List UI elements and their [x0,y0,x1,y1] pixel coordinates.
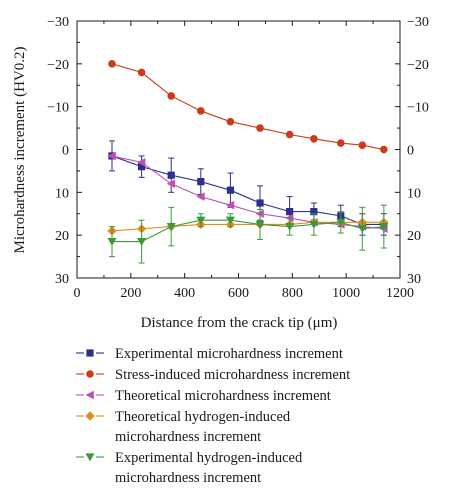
legend-label: Experimental hydrogen-induced [115,450,303,466]
y-tick-label-right: −20 [407,58,429,73]
y-tick-label-left: 10 [55,186,69,201]
y-axis-title: Microhardness increment (HV0.2) [12,46,28,253]
legend-marker [85,390,94,400]
data-point [256,124,264,132]
x-axis-title: Distance from the crack tip (μm) [141,315,338,331]
data-point [256,199,264,207]
data-point [167,92,176,100]
data-point [336,218,346,227]
data-point [196,192,205,201]
data-point [107,237,117,246]
data-point [167,171,175,179]
axes: 0 200 400 600 800 1000 1200−30 −30−20 −20−10 −100… [47,15,429,301]
data-point [309,220,319,229]
series-5 [107,204,389,264]
data-point [137,158,146,167]
y-tick-label-right: 10 [407,186,421,201]
series-2 [108,60,388,154]
data-point [357,225,367,234]
data-point [137,68,146,77]
y-tick-label-right: −30 [407,15,429,30]
data-point [336,139,345,147]
legend-entry-4: Theoretical hydrogen-induced microhardnes… [76,409,291,445]
data-point [226,117,235,126]
y-tick-label-right: 30 [407,272,421,287]
x-tick-label: 200 [120,286,141,301]
data-point [379,223,389,231]
data-point [166,179,176,189]
y-tick-label-left: −20 [47,58,69,73]
data-point [138,163,146,171]
y-tick-label-left: −10 [47,101,69,116]
x-tick-label: 600 [228,286,249,301]
data-point [380,145,388,154]
data-point [225,216,235,225]
legend-label: Theoretical microhardness increment [115,388,331,404]
series-1 [108,140,388,236]
x-tick-label: 400 [174,286,195,301]
data-point [197,178,205,186]
legend-label: microhardness increment [115,470,261,486]
legend-entry-3: Theoretical microhardness increment [76,388,331,404]
y-tick-label-left: 20 [55,229,69,244]
legend-label: microhardness increment [115,429,261,445]
y-tick-label-left: −30 [47,15,69,30]
legend-entry-1: Experimental microhardness increment [76,346,343,362]
series-line [111,63,384,151]
data-point [286,208,294,216]
x-tick-label: 800 [282,286,303,301]
series-4 [107,217,389,236]
legend-marker [85,453,95,462]
legend-marker [85,411,95,421]
data-point [310,134,318,143]
plot-frame [76,20,401,279]
data-point [225,200,235,210]
plot-area [107,60,389,264]
series-3 [107,151,388,234]
y-tick-label-right: 0 [407,144,414,159]
y-tick-label-right: 20 [407,229,421,244]
y-tick-label-left: 30 [55,272,69,287]
data-point [255,220,265,229]
data-point [310,208,318,216]
legend-entry-5: Experimental hydrogen-induced microhardne… [76,450,303,486]
data-point [358,141,367,150]
legend-label: Experimental microhardness increment [115,346,343,362]
legend-marker [86,370,94,378]
y-tick-label-right: −10 [407,101,429,116]
data-point [107,151,116,161]
legend: Experimental microhardness increment Stre… [76,346,350,486]
data-point [226,186,235,194]
legend-label: Theoretical hydrogen-induced [115,409,291,425]
data-point [197,107,205,115]
legend-label: Stress-induced microhardness increment [115,367,350,383]
data-point [166,223,176,231]
y-tick-label-left: 0 [62,144,69,159]
data-point [137,237,147,246]
x-tick-label: 0 [74,286,81,301]
data-point [285,223,295,231]
data-point [285,130,294,139]
series-line [111,219,384,243]
legend-entry-2: Stress-induced microhardness increment [76,367,350,383]
legend-marker [86,349,94,357]
data-point [196,216,206,225]
x-tick-label: 1000 [332,286,360,301]
x-tick-label: 1200 [386,286,414,301]
data-point [108,60,116,68]
